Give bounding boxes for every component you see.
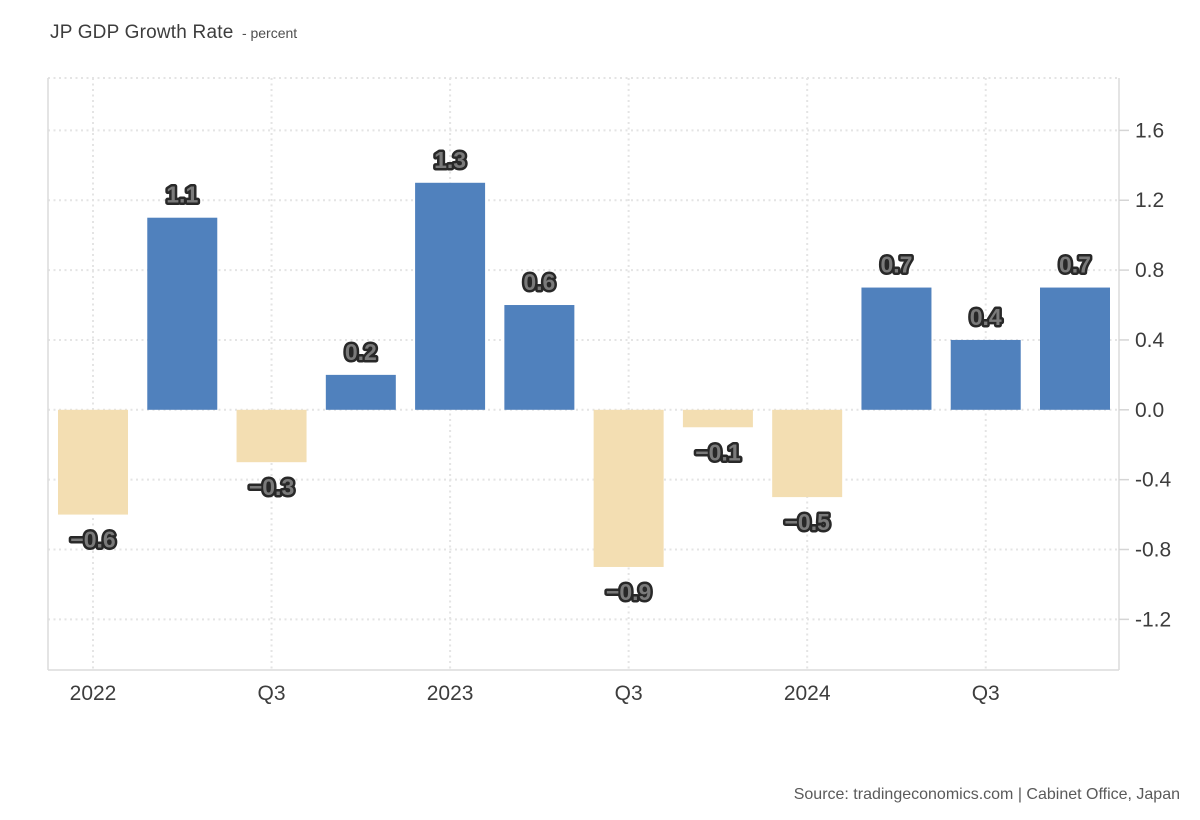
- chart-plot-area: 1.6 1.2 0.8 0.4 0.0 -0.4 -0.8 -1.2 2022 Q3 2023 Q3 2…: [47, 77, 1172, 705]
- bar-2023-q3[interactable]: [593, 409, 664, 567]
- x-axis-label: Q3: [258, 682, 286, 705]
- bar-2023-q2[interactable]: [504, 305, 575, 410]
- bar-value-label: 0.6: [523, 269, 555, 295]
- y-axis-label: -1.2: [1135, 608, 1171, 631]
- source-attribution: Source: tradingeconomics.com | Cabinet O…: [793, 786, 1180, 803]
- bar-2023-q1[interactable]: [415, 182, 486, 410]
- bar-value-label: 1.1: [166, 182, 198, 208]
- x-axis-label: 2024: [784, 682, 831, 705]
- y-axis-label: 0.0: [1135, 399, 1164, 422]
- y-axis-label: 0.8: [1135, 259, 1164, 282]
- y-axis-label: -0.4: [1135, 469, 1172, 492]
- y-axis-label: 1.6: [1135, 119, 1164, 142]
- bar-value-label: 1.3: [434, 147, 466, 173]
- x-axis-label: Q3: [972, 682, 1000, 705]
- bar-2024-q3[interactable]: [950, 339, 1021, 410]
- bar-2023-q4[interactable]: [682, 409, 753, 428]
- bar-value-label: 0.2: [345, 339, 377, 365]
- bar-value-label: −0.5: [784, 509, 830, 535]
- bar-value-label: 0.7: [1059, 252, 1091, 278]
- bar-2022-q1[interactable]: [58, 409, 128, 515]
- bar-2022-q2[interactable]: [147, 217, 218, 410]
- gdp-growth-bar-chart: 1.6 1.2 0.8 0.4 0.0 -0.4 -0.8 -1.2 2022 Q3 2023 Q3 2…: [47, 77, 1172, 705]
- y-axis-label: 0.4: [1135, 329, 1165, 352]
- x-axis-label: 2023: [427, 682, 474, 705]
- bar-2024-q2[interactable]: [861, 287, 932, 410]
- y-axis-label: -0.8: [1135, 539, 1171, 562]
- chart-unit-label: - percent: [241, 25, 298, 41]
- chart-header: JP GDP Growth Rate - percent: [50, 22, 297, 44]
- bar-2022-q3[interactable]: [236, 409, 307, 463]
- bar-value-label: −0.1: [695, 439, 741, 465]
- y-axis-label: 1.2: [1135, 189, 1164, 212]
- bar-value-label: 0.4: [970, 304, 1002, 330]
- x-axis-label: 2022: [70, 682, 117, 705]
- bar-value-label: 0.7: [880, 252, 912, 278]
- bar-value-label: −0.6: [70, 527, 115, 553]
- bar-value-label: −0.3: [249, 474, 294, 500]
- bar-2024-q4[interactable]: [1040, 287, 1110, 410]
- chart-title: JP GDP Growth Rate: [50, 22, 234, 43]
- bar-2024-q1[interactable]: [772, 409, 843, 498]
- x-axis-label: Q3: [615, 682, 643, 705]
- bar-value-label: −0.9: [606, 579, 651, 605]
- bar-2022-q4[interactable]: [325, 374, 396, 410]
